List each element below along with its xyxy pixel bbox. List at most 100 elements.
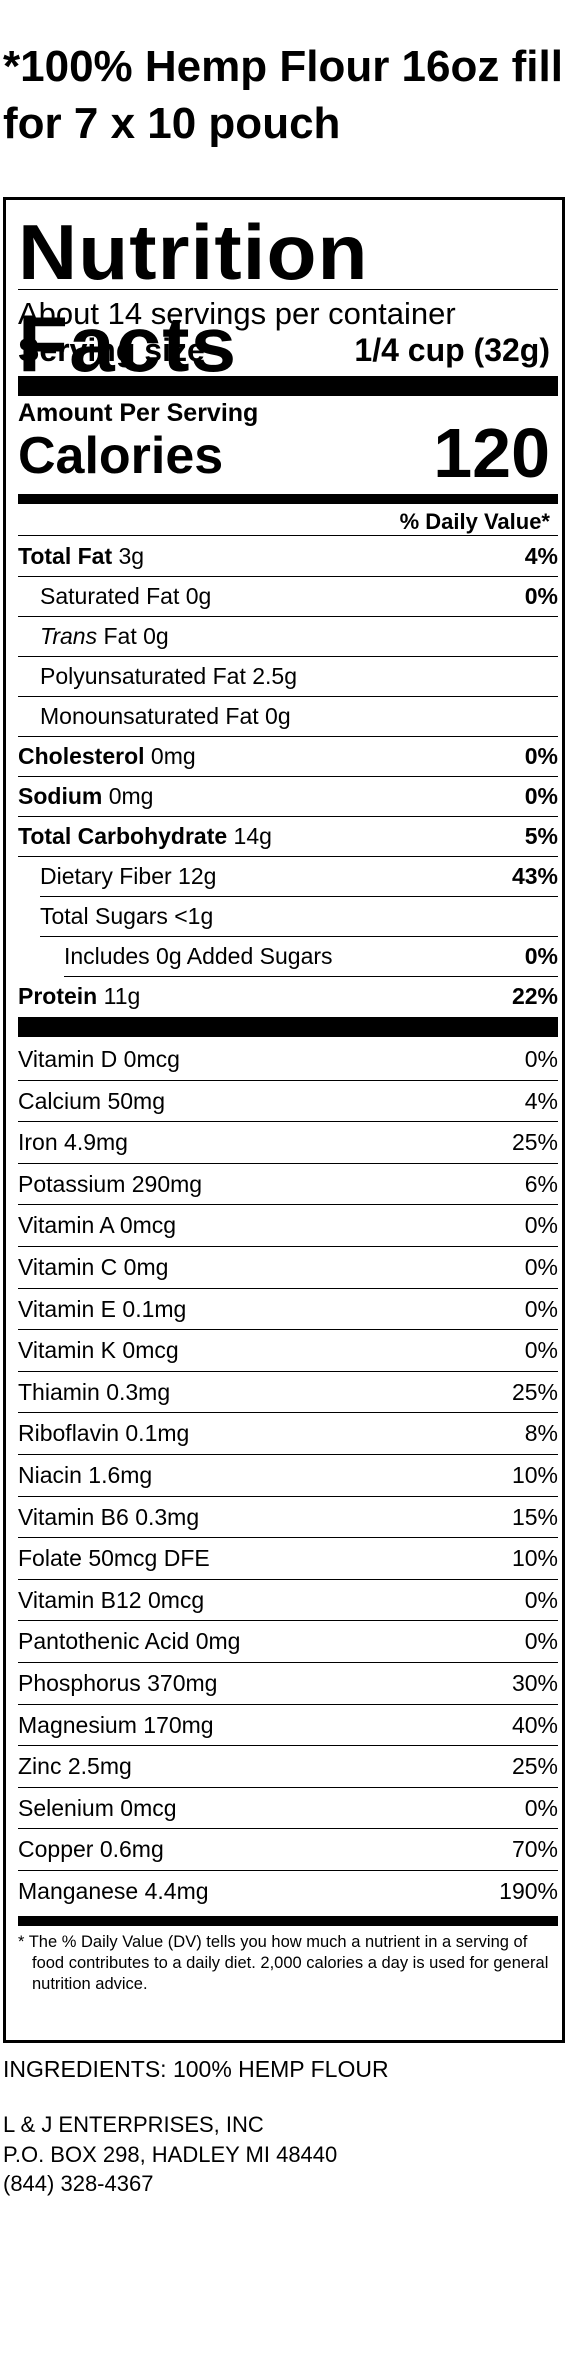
vitamin-daily-value: 6% <box>524 1170 558 1197</box>
nutrient-label: Monounsaturated Fat 0g <box>40 703 291 729</box>
nutrient-amount: 3g <box>118 543 145 569</box>
vitamin-name: Vitamin K 0mcg <box>18 1337 179 1364</box>
vitamin-row: Riboflavin 0.1mg 8% <box>18 1413 558 1453</box>
vitamin-daily-value: 0% <box>524 1794 558 1821</box>
vitamin-name: Folate 50mcg DFE <box>18 1545 210 1572</box>
nutrient-daily-value: 5% <box>524 823 558 849</box>
vitamin-name: Magnesium 170mg <box>18 1711 214 1738</box>
nutrient-name: Sodium 0mg <box>18 776 153 816</box>
vitamin-name: Potassium 290mg <box>18 1170 203 1197</box>
nutrient-name: Total Carbohydrate 14g <box>18 816 272 856</box>
nutrient-daily-value: 0% <box>524 743 558 769</box>
vitamin-row: Vitamin K 0mcg 0% <box>18 1330 558 1370</box>
vitamin-row: Vitamin B12 0mcg 0% <box>18 1580 558 1620</box>
nutrient-name: Total Sugars <1g <box>40 896 213 936</box>
vitamin-daily-value: 70% <box>511 1836 558 1863</box>
vitamin-divider <box>18 1453 558 1455</box>
vitamin-row: Pantothenic Acid 0mg 0% <box>18 1621 558 1661</box>
vitamin-row: Manganese 4.4mg 190% <box>18 1871 558 1911</box>
nutrient-row: Cholesterol 0mg 0% <box>18 736 558 776</box>
vitamin-daily-value: 0% <box>524 1046 558 1072</box>
vitamin-row: Phosphorus 370mg 30% <box>18 1663 558 1703</box>
nutrient-bold-name: Total Fat <box>18 543 113 569</box>
vitamin-name: Riboflavin 0.1mg <box>18 1420 190 1447</box>
vitamin-daily-value: 10% <box>511 1462 558 1488</box>
vitamin-row: Calcium 50mg 4% <box>18 1081 558 1121</box>
thick-divider <box>18 376 558 396</box>
nutrient-row: Trans Fat 0g <box>18 616 558 656</box>
daily-value-footnote: * The % Daily Value (DV) tells you how m… <box>18 1932 552 1995</box>
product-title-line2: for 7 x 10 pouch <box>3 99 341 148</box>
nutrient-name: Polyunsaturated Fat 2.5g <box>40 656 297 696</box>
vitamin-divider <box>18 1786 558 1788</box>
vitamin-divider <box>18 1620 558 1622</box>
nutrient-name: Cholesterol 0mg <box>18 736 196 776</box>
vitamin-divider <box>18 1329 558 1331</box>
nutrient-daily-value: 4% <box>524 543 558 569</box>
vitamin-row: Iron 4.9mg 25% <box>18 1122 558 1162</box>
nutrient-divider <box>18 696 558 697</box>
vitamin-divider <box>18 1661 558 1663</box>
nutrition-facts-heading: Nutrition Facts <box>18 208 369 388</box>
nutrient-name: Saturated Fat 0g <box>40 576 211 616</box>
nutrient-divider <box>40 936 558 937</box>
ingredients-statement: INGREDIENTS: 100% HEMP FLOUR <box>3 2056 389 2082</box>
nutrient-divider <box>18 776 558 777</box>
vitamin-divider <box>18 1578 558 1580</box>
vitamin-name: Selenium 0mcg <box>18 1794 177 1821</box>
nutrient-divider <box>18 816 558 817</box>
company-address: P.O. BOX 298, HADLEY MI 48440 <box>3 2142 338 2167</box>
divider <box>18 289 558 290</box>
nutrient-daily-value: 0% <box>524 943 558 969</box>
thick-divider <box>18 1017 558 1037</box>
vitamin-name: Thiamin 0.3mg <box>18 1378 171 1405</box>
vitamin-daily-value: 0% <box>524 1628 558 1655</box>
vitamin-row: Vitamin D 0mcg 0% <box>18 1039 558 1079</box>
vitamin-row: Vitamin C 0mg 0% <box>18 1247 558 1287</box>
calories-value: 120 <box>433 414 550 492</box>
vitamin-name: Phosphorus 370mg <box>18 1670 218 1696</box>
nutrient-amount: 0mg <box>150 743 196 769</box>
vitamin-divider <box>18 1495 558 1497</box>
vitamin-row: Selenium 0mcg 0% <box>18 1788 558 1828</box>
divider <box>18 535 558 536</box>
nutrient-bold-name: Total Carbohydrate <box>18 823 228 849</box>
nutrient-label: Total Sugars <1g <box>40 903 214 929</box>
nutrient-divider <box>18 736 558 737</box>
vitamin-divider <box>18 1287 558 1289</box>
nutrient-name: Protein 11g <box>18 976 140 1016</box>
vitamin-name: Vitamin E 0.1mg <box>18 1295 187 1322</box>
nutrient-name: Dietary Fiber 12g <box>40 856 216 896</box>
nutrient-divider <box>64 976 558 977</box>
nutrient-divider <box>18 856 558 857</box>
nutrient-row: Saturated Fat 0g 0% <box>18 576 558 616</box>
nutrient-amount: 14g <box>233 823 272 849</box>
vitamin-divider <box>18 1412 558 1414</box>
serving-size-label: Serving size <box>18 332 205 368</box>
serving-size-value: 1/4 cup (32g) <box>354 332 550 368</box>
vitamin-daily-value: 190% <box>499 1878 558 1904</box>
vitamin-divider <box>18 1245 558 1247</box>
vitamin-row: Vitamin B6 0.3mg 15% <box>18 1497 558 1537</box>
nutrient-divider <box>18 616 558 617</box>
vitamin-divider <box>18 1703 558 1705</box>
nutrient-row: Total Carbohydrate 14g 5% <box>18 816 558 856</box>
vitamin-name: Vitamin B6 0.3mg <box>18 1503 200 1530</box>
nutrient-bold-name: Sodium <box>18 783 103 809</box>
nutrient-divider <box>18 656 558 657</box>
nutrient-bold-name: Cholesterol <box>18 743 145 769</box>
medium-divider <box>18 1916 558 1926</box>
amount-per-serving: Amount Per Serving <box>18 399 259 427</box>
nutrient-daily-value: 43% <box>511 863 558 889</box>
vitamin-daily-value: 25% <box>511 1129 558 1156</box>
nutrient-label: Polyunsaturated Fat 2.5g <box>40 663 297 689</box>
nutrient-row: Protein 11g 22% <box>18 976 558 1016</box>
vitamin-daily-value: 8% <box>524 1420 558 1447</box>
vitamin-daily-value: 10% <box>511 1545 558 1572</box>
vitamin-daily-value: 25% <box>511 1378 558 1405</box>
company-name: L & J ENTERPRISES, INC <box>3 2112 264 2137</box>
nutrient-daily-value: 22% <box>511 983 558 1009</box>
vitamin-divider <box>18 1079 558 1081</box>
servings-per-container: About 14 servings per container <box>18 296 456 331</box>
vitamin-name: Manganese 4.4mg <box>18 1878 209 1904</box>
